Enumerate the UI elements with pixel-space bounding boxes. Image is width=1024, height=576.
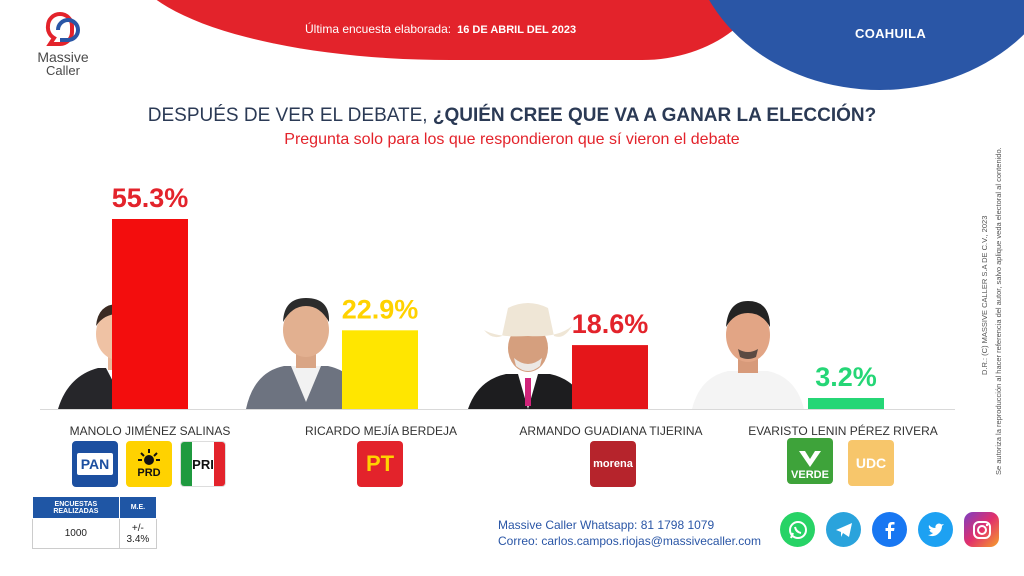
legal-line-2: Se autoriza la reproducción al hacer ref… (994, 147, 1003, 475)
morena-logo: morena (590, 441, 636, 487)
logo-text-1: Massive (37, 49, 89, 65)
legal-notice: D.R.: (C) MASSIVE CALLER S.A DE C.V., 20… (950, 115, 1010, 475)
prd-logo: PRD (126, 441, 172, 487)
logo-icon (45, 12, 81, 46)
facebook-icon[interactable] (872, 512, 907, 547)
contact-info: Massive Caller Whatsapp: 81 1798 1079 Co… (498, 517, 761, 549)
table-header-surveys: ENCUESTAS REALIZADAS (32, 496, 120, 519)
udc-logo: UDC (848, 440, 894, 486)
bar-label-2: 22.9% (342, 294, 419, 324)
bar-3 (572, 345, 648, 409)
question-title: DESPUÉS DE VER EL DEBATE, ¿QUIÉN CREE QU… (147, 105, 877, 126)
bar-label-3: 18.6% (572, 309, 649, 339)
twitter-icon[interactable] (918, 512, 953, 547)
verde-logo: VERDE (787, 438, 833, 484)
whatsapp-number[interactable]: 81 1798 1079 (640, 518, 715, 532)
logo-text-2: Caller (46, 63, 80, 78)
candidate-name-1: MANOLO JIMÉNEZ SALINAS (69, 424, 231, 438)
bar-label-4: 3.2% (815, 362, 877, 392)
legal-line-1: D.R.: (C) MASSIVE CALLER S.A DE C.V., 20… (980, 215, 989, 375)
whatsapp-label: Massive Caller Whatsapp: (498, 518, 638, 532)
bar-label-1: 55.3% (112, 183, 189, 213)
email-link[interactable]: carlos.campos.riojas@massivecaller.com (541, 534, 761, 548)
instagram-icon[interactable] (964, 512, 999, 547)
pan-logo: PAN (72, 441, 118, 487)
survey-date-label: Última encuesta elaborada: 16 DE ABRIL DE… (305, 22, 577, 36)
telegram-icon[interactable] (826, 512, 861, 547)
sun-icon (138, 449, 160, 465)
question-subtitle: Pregunta solo para los que respondieron … (284, 131, 740, 148)
bar-2 (342, 330, 418, 409)
state-label: COAHUILA (855, 26, 927, 41)
whatsapp-icon[interactable] (780, 512, 815, 547)
candidate-name-3: ARMANDO GUADIANA TIJERINA (519, 424, 703, 438)
candidate-photo-2 (246, 298, 366, 409)
survey-info-table: ENCUESTAS REALIZADAS M.E. 1000 +/- 3.4% (32, 496, 158, 549)
table-value-margin: +/- 3.4% (118, 518, 158, 549)
email-label: Correo: (498, 534, 539, 548)
pri-logo: PRI (180, 441, 226, 487)
candidate-photo-4 (692, 301, 804, 409)
table-value-surveys: 1000 (32, 518, 120, 549)
candidate-name-2: RICARDO MEJÍA BERDEJA (304, 424, 458, 438)
pt-logo: PT (357, 441, 403, 487)
social-icons (780, 512, 999, 547)
table-header-margin: M.E. (118, 496, 158, 519)
candidate-name-4: EVARISTO LENIN PÉREZ RIVERA (748, 424, 938, 438)
chart-baseline (40, 409, 955, 410)
bar-4 (808, 398, 884, 409)
bar-1 (112, 219, 188, 409)
massive-caller-logo: Massive Caller (28, 12, 98, 77)
toucan-icon (799, 451, 821, 467)
candidate-photo-3 (468, 303, 588, 409)
